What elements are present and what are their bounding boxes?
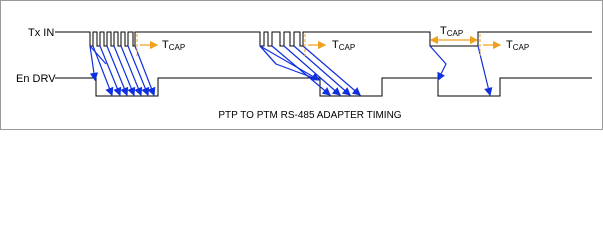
tcap-label: TCAP xyxy=(162,39,185,52)
tcap-main: T xyxy=(162,39,169,51)
tx-waveform xyxy=(55,31,592,47)
tcap-main: T xyxy=(332,39,339,51)
timing-diagram: Tx IN En DRV TCAP TCAP TCAP TCAP PTP TO … xyxy=(0,0,603,130)
tcap-sub: CAP xyxy=(447,29,463,38)
signal-label: Tx IN xyxy=(28,27,54,39)
tcap-main: T xyxy=(440,25,447,37)
signal-label: En DRV xyxy=(16,73,56,85)
tcap-sub: CAP xyxy=(513,43,529,52)
tcap-sub: CAP xyxy=(339,43,355,52)
tcap-sub: CAP xyxy=(169,43,185,52)
tcap-markers xyxy=(136,34,502,56)
drive-arrows xyxy=(90,45,493,97)
tcap-label: TCAP xyxy=(506,39,529,52)
tcap-label: TCAP xyxy=(440,25,463,38)
tcap-main: T xyxy=(506,39,513,51)
caption: PTP TO PTM RS-485 ADAPTER TIMING xyxy=(218,110,401,121)
tcap-label: TCAP xyxy=(332,39,355,52)
